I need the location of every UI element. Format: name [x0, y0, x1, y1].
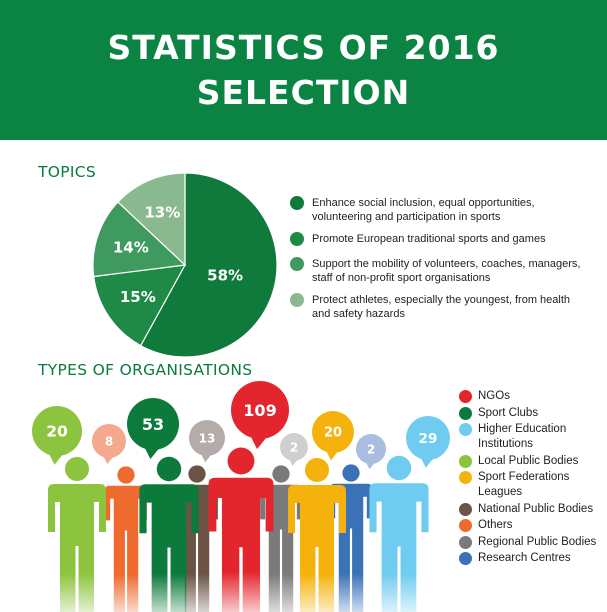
legend-dot [290, 293, 304, 307]
figure-body [369, 483, 429, 612]
count-label: 2 [290, 440, 298, 454]
figure-head [272, 465, 290, 483]
organisations-legend-item: National Public Bodies [459, 502, 604, 517]
legend-dot [290, 196, 304, 210]
organisations-legend-item: Sport Clubs [459, 406, 604, 421]
legend-dot [459, 423, 472, 436]
organisations-legend-item: NGOs [459, 389, 604, 404]
legend-dot [459, 406, 472, 420]
figure-body [288, 485, 346, 612]
organisation-figure: 109 [208, 381, 289, 612]
organisations-legend-item: Regional Public Bodies [459, 535, 604, 550]
speech-bubble [231, 381, 289, 439]
legend-label: National Public Bodies [478, 502, 594, 515]
legend-label: Others [478, 519, 513, 531]
legend-dot [459, 519, 472, 532]
topics-legend-item: Promote European traditional sports and … [290, 232, 590, 246]
organisation-figure: 13 [176, 420, 225, 612]
organisations-legend-item: Higher Education Institutions [459, 422, 604, 452]
page-header: STATISTICS OF 2016 SELECTION [0, 0, 607, 140]
topics-title: TOPICS [38, 163, 97, 181]
figure-head [65, 457, 89, 481]
count-label: 53 [142, 415, 164, 434]
legend-label: Sport Clubs [478, 406, 539, 419]
pie-slice-label: 14% [113, 238, 149, 256]
organisation-figure: 2 [330, 434, 386, 612]
legend-label: Local Public Bodies [478, 454, 579, 467]
figure-body [208, 477, 274, 612]
organisation-figure: 20 [288, 411, 354, 612]
speech-bubble [312, 411, 354, 453]
pie-slice-label: 58% [207, 266, 243, 284]
count-label: 8 [105, 434, 113, 448]
organisation-figure: 8 [92, 424, 147, 612]
topics-legend: Enhance social inclusion, equal opportun… [290, 196, 590, 329]
speech-bubble [92, 424, 126, 458]
topics-legend-item: Protect athletes, especially the younges… [290, 293, 590, 321]
count-label: 13 [199, 431, 216, 445]
legend-label: Protect athletes, especially the younges… [312, 294, 571, 320]
speech-bubble [32, 406, 82, 456]
organisations-people-chart: 8 13 2 2 20 53 20 29 109 [32, 381, 450, 612]
legend-dot [459, 502, 472, 516]
pie-slice-label: 15% [120, 288, 156, 306]
organisations-legend-item: Others [459, 518, 604, 533]
topics-legend-item: Enhance social inclusion, equal opportun… [290, 196, 590, 224]
legend-dot [459, 454, 472, 468]
organisation-figure: 29 [369, 416, 450, 612]
figure-body [139, 484, 199, 612]
figure-head [305, 458, 329, 482]
figure-head [156, 456, 182, 482]
legend-dot [459, 471, 472, 484]
topics-legend-item: Support the mobility of volunteers, coac… [290, 257, 590, 285]
figure-body [330, 483, 372, 612]
pie-slice [117, 172, 186, 267]
legend-label: Research Centres [478, 552, 571, 564]
organisations-title: TYPES OF ORGANISATIONS [38, 361, 253, 379]
organisations-legend-item: Research Centres [459, 551, 604, 566]
legend-label: Sport Federations Leagues [478, 471, 570, 498]
figure-body [48, 484, 106, 612]
pie-slice-label: 13% [144, 204, 180, 222]
count-label: 2 [367, 442, 375, 456]
figure-head [227, 447, 255, 475]
figure-head [117, 466, 135, 484]
speech-bubble [280, 433, 308, 461]
count-label: 109 [243, 401, 276, 420]
legend-label: Promote European traditional sports and … [312, 233, 546, 245]
count-label: 29 [419, 431, 438, 447]
count-label: 20 [46, 423, 68, 441]
legend-dot [459, 552, 472, 565]
legend-label: Higher Education Institutions [478, 423, 567, 450]
figure-head [386, 455, 412, 481]
topics-pie-chart: 58% 15% 14% 13% [92, 172, 278, 358]
speech-bubble [356, 434, 386, 464]
figure-head [342, 464, 360, 482]
legend-dot [290, 257, 304, 271]
legend-dot [290, 232, 304, 246]
legend-label: Regional Public Bodies [478, 535, 597, 548]
organisations-legend: NGOs Sport Clubs Higher Education Instit… [459, 389, 604, 568]
organisation-figure: 20 [32, 406, 106, 612]
figure-body [176, 484, 218, 612]
figure-body [105, 485, 147, 612]
legend-label: Support the mobility of volunteers, coac… [312, 258, 581, 284]
pie-slice [92, 201, 187, 278]
pie-slice [139, 172, 278, 358]
page-title: STATISTICS OF 2016 SELECTION [107, 28, 500, 112]
legend-label: NGOs [478, 390, 510, 402]
legend-dot [459, 390, 472, 403]
organisation-figure: 53 [127, 398, 199, 612]
speech-bubble [127, 398, 179, 450]
speech-bubble [406, 416, 450, 460]
pie-slice [93, 264, 187, 347]
organisations-legend-item: Local Public Bodies [459, 454, 604, 469]
organisations-legend-item: Sport Federations Leagues [459, 470, 604, 500]
figure-head [188, 465, 206, 483]
legend-dot [459, 535, 472, 549]
count-label: 20 [324, 426, 342, 441]
speech-bubble [189, 420, 225, 456]
legend-label: Enhance social inclusion, equal opportun… [312, 197, 535, 223]
